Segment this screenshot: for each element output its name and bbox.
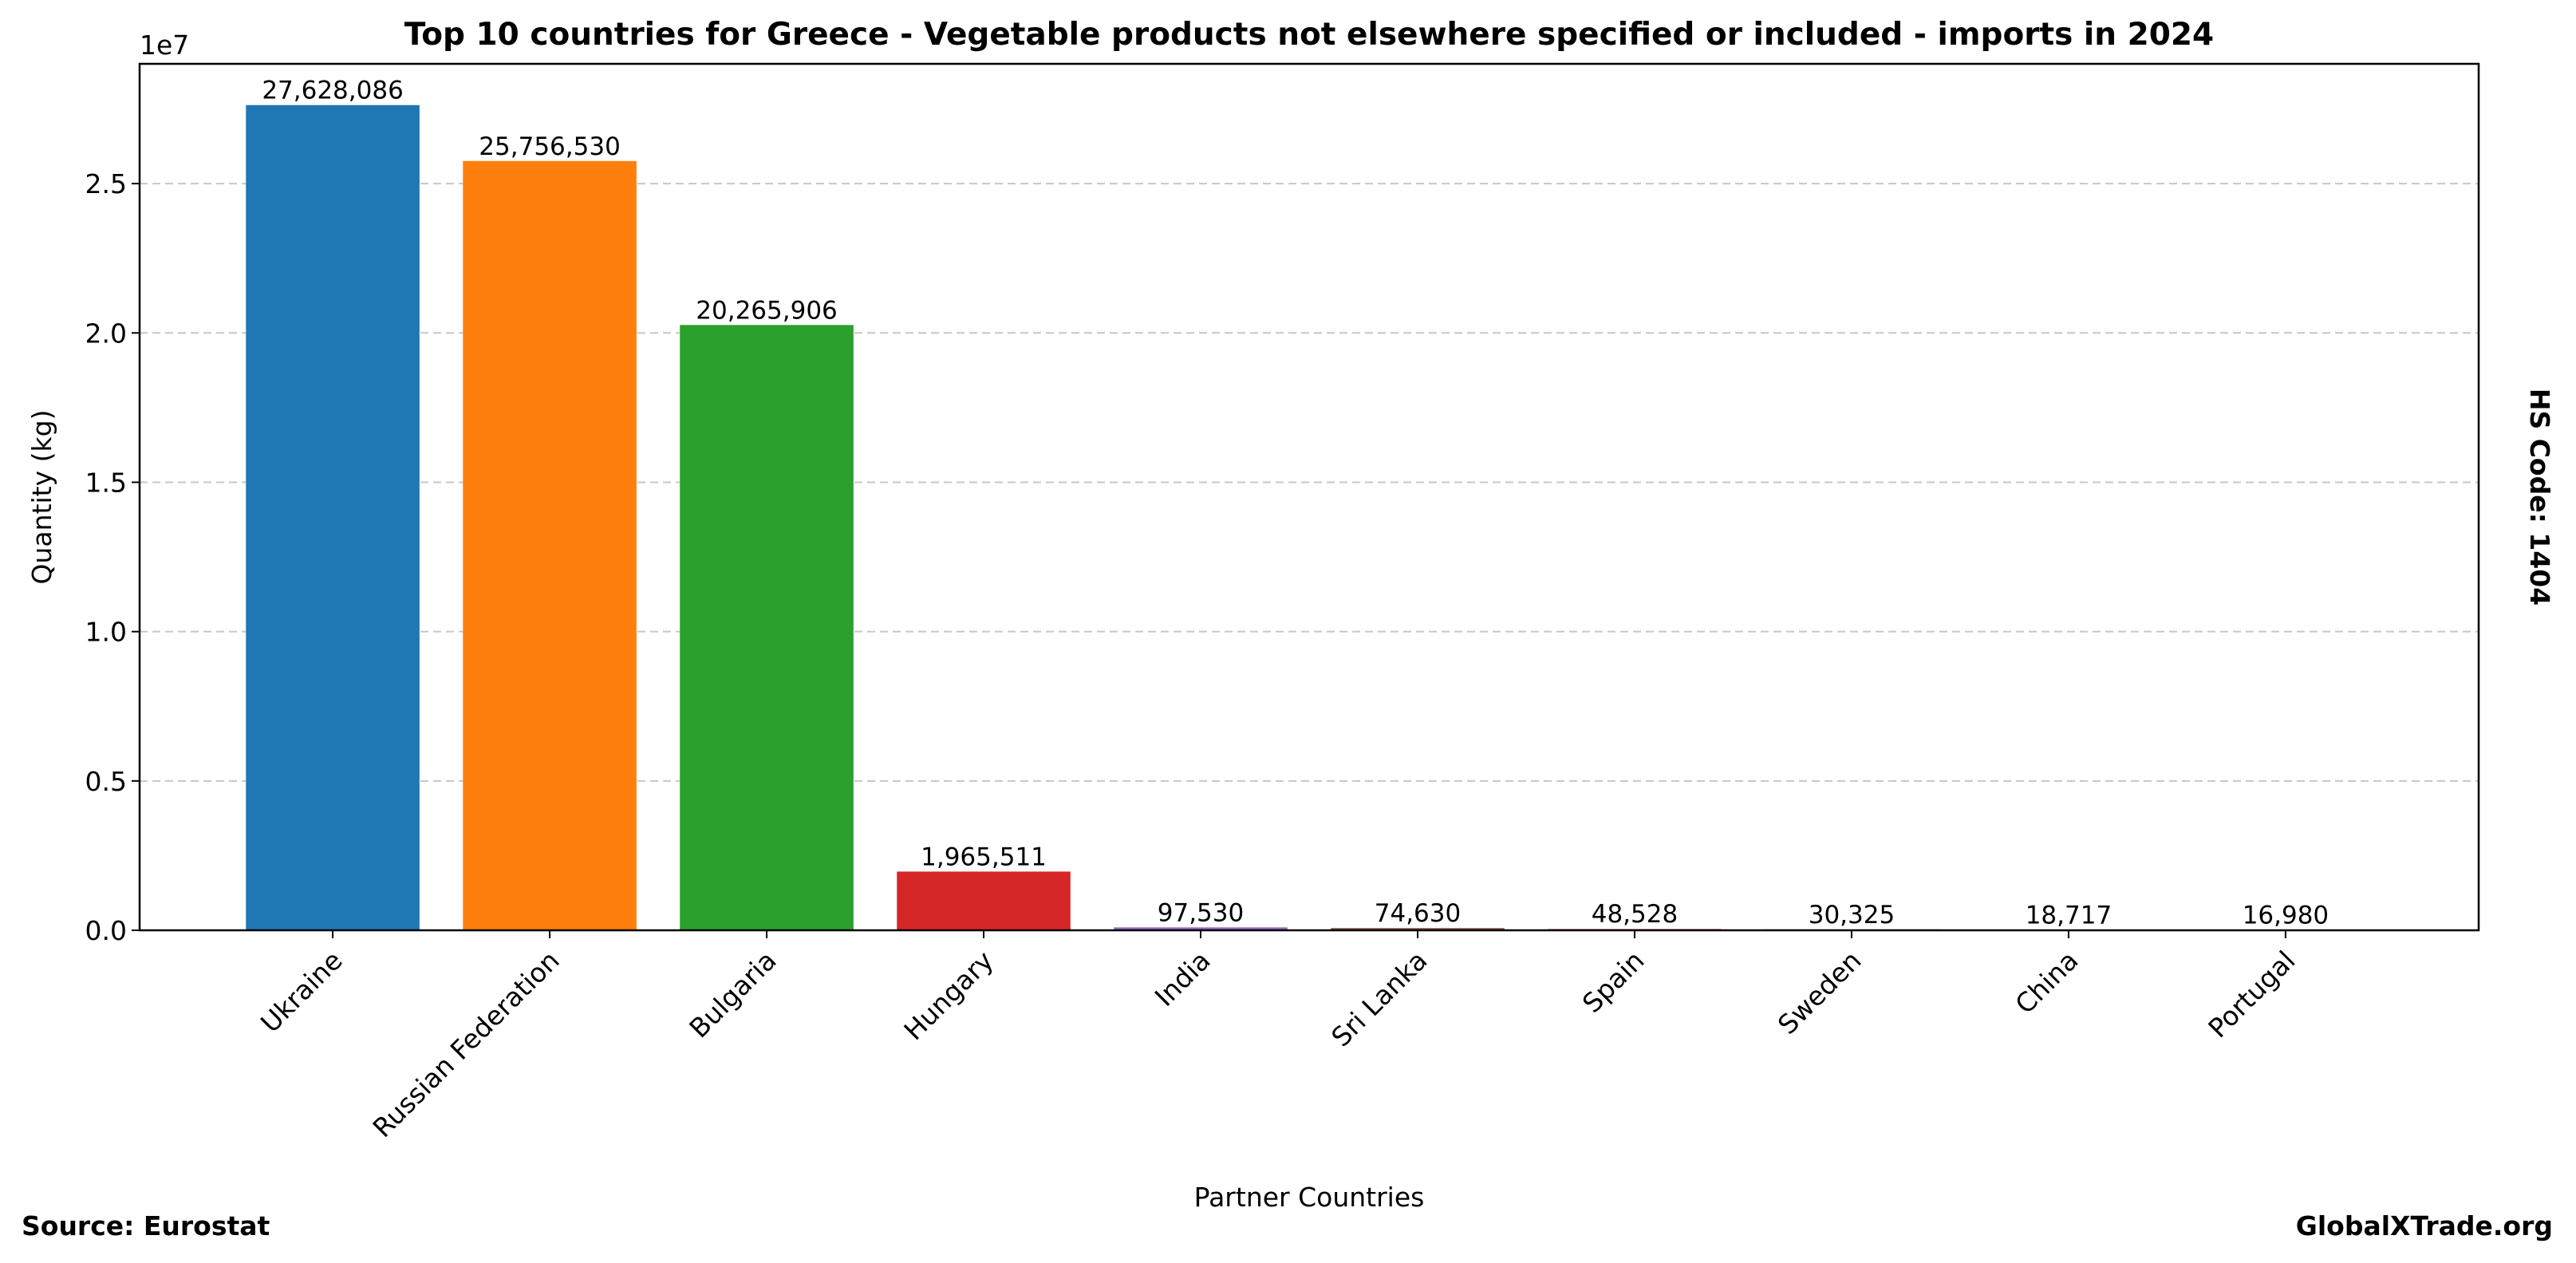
bar xyxy=(1331,928,1505,930)
side-label: HS Code: 1404 xyxy=(2524,389,2555,606)
value-label: 1,965,511 xyxy=(921,843,1047,871)
x-axis-label: Partner Countries xyxy=(1194,1182,1425,1213)
bar xyxy=(463,160,637,930)
value-label: 97,530 xyxy=(1158,898,1244,927)
value-label: 27,628,086 xyxy=(262,77,404,105)
chart-title: Top 10 countries for Greece - Vegetable … xyxy=(404,17,2214,53)
value-label: 18,717 xyxy=(2026,901,2112,929)
bar xyxy=(246,105,420,931)
bar xyxy=(680,325,854,930)
plot-frame xyxy=(138,62,2480,932)
value-label: 30,325 xyxy=(1809,901,1895,929)
y-axis-label: Quantity (kg) xyxy=(26,410,57,585)
bar xyxy=(897,871,1071,930)
y-tick-label: 2.0 xyxy=(85,318,127,349)
source-label: Source: Eurostat xyxy=(22,1210,270,1241)
brand-label: GlobalXTrade.org xyxy=(2296,1210,2553,1241)
bar xyxy=(1114,927,1288,930)
value-label: 16,980 xyxy=(2243,901,2329,929)
y-tick-label: 0.0 xyxy=(85,915,127,946)
y-tick-label: 1.0 xyxy=(85,617,127,648)
y-tick-label: 2.5 xyxy=(85,168,127,199)
y-tick-label: 1.5 xyxy=(85,467,127,498)
y-tick-label: 0.5 xyxy=(85,766,127,797)
value-label: 25,756,530 xyxy=(479,132,621,161)
value-label: 20,265,906 xyxy=(696,296,838,325)
y-offset-label: 1e7 xyxy=(140,30,189,61)
value-label: 74,630 xyxy=(1375,899,1461,928)
value-label: 48,528 xyxy=(1592,900,1678,929)
